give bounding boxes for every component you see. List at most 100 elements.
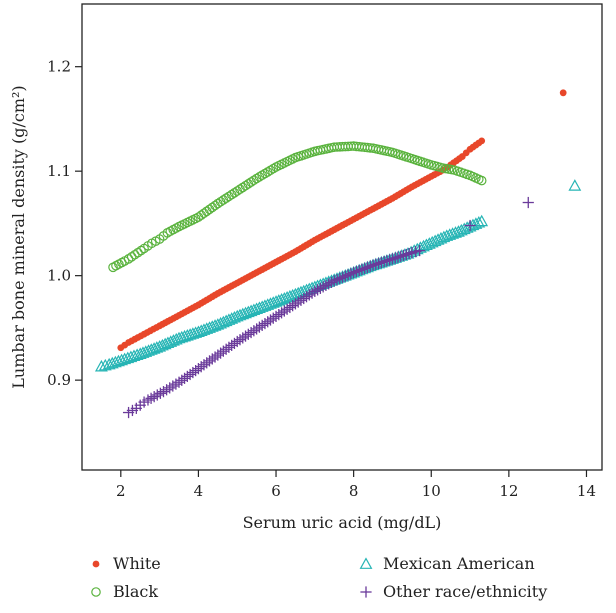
series-white [117, 89, 567, 352]
data-point-mexican-american [244, 304, 258, 317]
data-point-mexican-american [208, 319, 222, 331]
data-point-other-race-ethnicity [370, 258, 382, 270]
data-point-other-race-ethnicity [389, 252, 401, 264]
data-point-mexican-american [172, 331, 186, 344]
data-point-mexican-american [180, 329, 194, 341]
data-point-other-race-ethnicity [336, 271, 349, 283]
data-point-other-race-ethnicity [364, 260, 376, 272]
data-point-other-race-ethnicity [328, 275, 340, 287]
data-point-mexican-american [191, 325, 205, 338]
data-point-mexican-american [200, 322, 214, 334]
x-axis: 2 4 6 8 10 12 14 [116, 470, 596, 500]
data-point-mexican-american [150, 341, 164, 353]
data-point-black [136, 245, 146, 256]
legend-item-other-race-ethnicity: Other race/ethnicity [360, 582, 547, 601]
legend-marker-white [92, 560, 100, 568]
data-point-mexican-american [269, 295, 283, 307]
data-point-mexican-american [167, 334, 180, 346]
legend-label-mexican-american: Mexican American [383, 554, 535, 573]
data-point-mexican-american [161, 336, 175, 349]
data-point-other-race-ethnicity [395, 250, 407, 262]
data-point-mexican-american [475, 214, 489, 227]
data-point-mexican-american [139, 345, 153, 357]
data-point-mexican-american [144, 343, 158, 355]
data-point-other-race-ethnicity [392, 251, 404, 263]
data-point-other-race-ethnicity [386, 253, 399, 265]
data-point-other-race-ethnicity [464, 219, 476, 232]
data-point-other-race-ethnicity [384, 254, 396, 266]
data-point-black [260, 168, 270, 179]
legend: White Black Mexican American Other race/eth… [91, 554, 547, 601]
data-point-black [262, 167, 273, 177]
data-point-white [559, 89, 567, 97]
data-point-other-race-ethnicity [350, 265, 363, 278]
data-point-mexican-american [280, 290, 294, 303]
data-point-mexican-american [197, 323, 211, 335]
data-point-mexican-american [437, 230, 451, 243]
legend-label-white: White [113, 554, 161, 573]
data-point-mexican-american [228, 310, 241, 323]
data-point-mexican-american [164, 335, 178, 347]
x-axis-title: Serum uric acid (mg/dL) [243, 513, 442, 532]
legend-label-other-race-ethnicity: Other race/ethnicity [383, 582, 547, 601]
data-point-mexican-american [446, 227, 460, 239]
legend-marker-mexican-american [359, 557, 373, 569]
data-point-mexican-american [183, 328, 197, 340]
data-point-mexican-american [419, 238, 433, 251]
data-point-black [265, 165, 276, 176]
data-point-mexican-american [241, 305, 255, 318]
data-point-mexican-american [252, 301, 266, 313]
data-point-mexican-american [216, 315, 230, 328]
data-point-white [478, 137, 486, 145]
data-point-other-race-ethnicity [353, 264, 365, 277]
data-point-other-race-ethnicity [381, 255, 393, 267]
data-point-mexican-american [449, 226, 462, 238]
data-point-mexican-american [186, 327, 200, 339]
data-point-other-race-ethnicity [400, 248, 412, 261]
data-point-other-race-ethnicity [312, 284, 324, 296]
series-mexican-american [94, 179, 582, 372]
data-point-mexican-american [189, 326, 203, 338]
data-point-black [257, 170, 267, 181]
data-point-mexican-american [469, 217, 483, 229]
data-point-mexican-american [155, 338, 169, 351]
data-point-mexican-american [205, 320, 219, 332]
data-point-other-race-ethnicity [348, 266, 360, 279]
data-point-mexican-american [158, 337, 172, 350]
data-point-black [476, 175, 487, 186]
data-point-mexican-american [454, 223, 468, 236]
data-point-other-race-ethnicity [309, 285, 321, 297]
data-point-other-race-ethnicity [334, 272, 346, 285]
legend-item-white: White [92, 554, 161, 573]
x-tick-label: 8 [349, 482, 359, 500]
y-tick-label: 0.9 [47, 371, 71, 389]
data-point-mexican-american [434, 231, 448, 244]
data-point-other-race-ethnicity [397, 249, 410, 261]
data-point-other-race-ethnicity [345, 268, 357, 280]
data-point-mexican-american [275, 293, 288, 305]
series-other-race-ethnicity [122, 196, 534, 419]
data-point-other-race-ethnicity [375, 256, 387, 269]
data-point-mexican-american [94, 359, 108, 372]
data-point-mexican-american [425, 235, 439, 248]
legend-marker-black [91, 587, 101, 597]
data-point-mexican-american [194, 324, 208, 336]
data-point-other-race-ethnicity [414, 244, 426, 257]
data-point-mexican-american [211, 318, 225, 330]
y-axis: 0.9 1.0 1.1 1.2 [47, 58, 82, 389]
y-tick-label: 1.1 [47, 162, 71, 180]
data-point-other-race-ethnicity [317, 281, 329, 293]
data-point-black [251, 173, 262, 184]
data-point-other-race-ethnicity [367, 259, 379, 271]
data-point-black [254, 172, 265, 182]
data-point-mexican-american [457, 222, 471, 235]
data-point-other-race-ethnicity [378, 256, 390, 268]
series-black [108, 141, 487, 273]
data-point-mexican-american [147, 342, 161, 354]
data-point-mexican-american [247, 303, 261, 316]
data-point-other-race-ethnicity [522, 196, 534, 209]
data-point-black [249, 175, 259, 186]
data-point-other-race-ethnicity [372, 257, 385, 270]
data-point-mexican-american [440, 229, 454, 241]
